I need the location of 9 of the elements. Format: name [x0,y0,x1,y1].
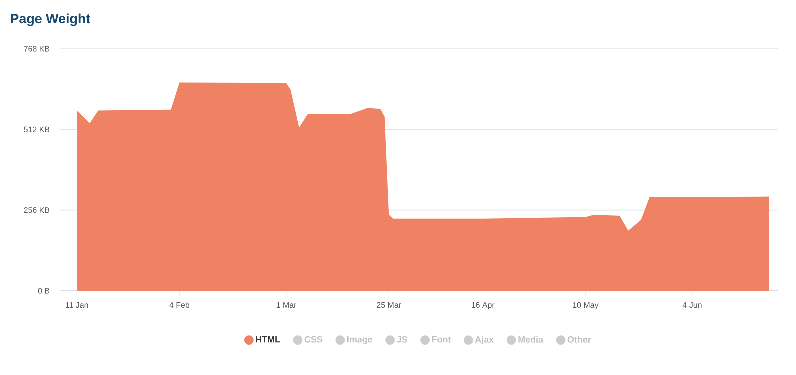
legend-label: JS [396,336,408,343]
legend-label: Image [348,336,373,345]
chart-title: Page Weight [11,14,91,26]
legend-label: Font [432,336,452,343]
legend-label: Media [518,336,544,343]
legend-label: HTML [256,336,280,343]
legend-label: Ajax [475,336,494,345]
legend-label: Other [568,336,592,343]
legend-label: CSS [304,336,323,343]
